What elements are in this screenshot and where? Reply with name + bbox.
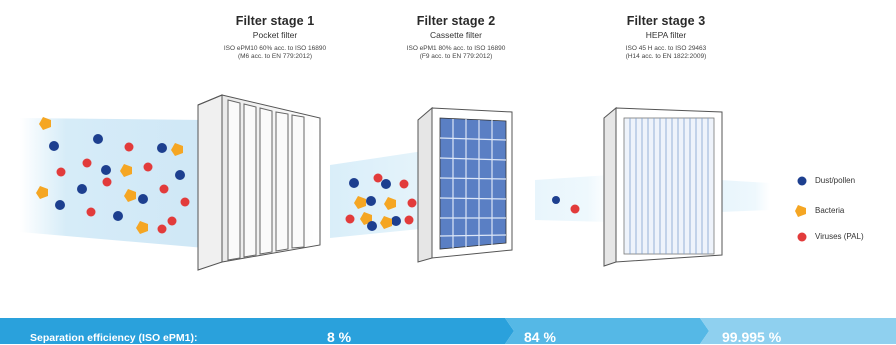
efficiency-stage-3-value: 99.995 %: [722, 329, 782, 345]
efficiency-stage-1-value: 8 %: [327, 329, 352, 345]
dust-particle: [381, 179, 391, 189]
efficiency-label: Separation efficiency (ISO ePM1):: [30, 332, 198, 344]
dust-particle: [49, 141, 59, 151]
stage-1-title: Filter stage 1: [235, 14, 315, 28]
stage-2-spec-line1: ISO ePM1 80% acc. to ISO 16890: [406, 45, 506, 52]
stage-2-header: Filter stage 2 Cassette filter ISO ePM1 …: [386, 14, 526, 61]
stage-2-spec: ISO ePM1 80% acc. to ISO 16890 (F9 acc. t…: [386, 45, 526, 61]
virus-particle: [167, 216, 177, 226]
stage-2-spec-line2: (F9 acc. to EN 779:2012): [419, 53, 493, 60]
bacteria-particle: [36, 186, 48, 199]
virus-particle: [124, 142, 134, 152]
dust-particle: [367, 221, 377, 231]
dust-particle: [113, 211, 123, 221]
virus-particle: [407, 198, 417, 208]
dust-particle: [55, 200, 65, 210]
stage-1-header: Filter stage 1 Pocket filter ISO ePM10 6…: [205, 14, 345, 61]
virus-particle: [82, 158, 92, 168]
virus-particle: [180, 197, 190, 207]
stage-3-spec: ISO 45 H acc. to ISO 29463 (H14 acc. to E…: [596, 45, 736, 61]
dust-particle: [175, 170, 185, 180]
stage-1-spec: ISO ePM10 60% acc. to ISO 16890 (M6 acc. …: [205, 45, 345, 61]
filtration-diagram: [20, 94, 807, 271]
virus-particle: [373, 173, 383, 183]
stage-1-spec-line2: (M6 acc. to EN 779:2012): [237, 53, 313, 60]
virus-particle: [345, 214, 355, 224]
dust-particle: [552, 196, 560, 204]
bacteria-particle: [354, 196, 366, 209]
virus-particle: [399, 179, 409, 189]
dust-particle: [366, 196, 376, 206]
virus-particle: [102, 177, 112, 187]
particles-after-stage-1: [345, 173, 417, 231]
stage-3-title: Filter stage 3: [626, 14, 706, 28]
legend-dust-label: Dust/pollen: [815, 176, 856, 185]
stage-2-title: Filter stage 2: [416, 14, 496, 28]
bacteria-particle: [171, 143, 183, 156]
legend-dust-icon: [797, 176, 807, 186]
legend-virus-icon: [797, 232, 807, 242]
legend-bacteria-label: Bacteria: [815, 206, 845, 215]
bacteria-particle: [380, 216, 392, 229]
legend-bacteria-icon: [795, 205, 806, 217]
dust-particle: [349, 178, 359, 188]
stage-3-subtitle: HEPA filter: [645, 30, 687, 40]
bacteria-particle: [136, 221, 148, 234]
bacteria-particle: [384, 197, 396, 210]
airflow-stream-4: [720, 180, 770, 212]
stage-2-subtitle: Cassette filter: [430, 30, 482, 40]
stage-3-spec-line2: (H14 acc. to EN 1822:2009): [625, 53, 707, 60]
efficiency-bar: Separation efficiency (ISO ePM1): 8 % 84…: [0, 318, 896, 345]
dust-particle: [93, 134, 103, 144]
virus-particle: [157, 224, 167, 234]
dust-particle: [138, 194, 148, 204]
stage-1-subtitle: Pocket filter: [252, 30, 298, 40]
cassette-filter-icon: [417, 106, 513, 263]
airflow-stream-1: [20, 118, 205, 248]
virus-particle: [56, 167, 66, 177]
bacteria-particle: [39, 117, 51, 130]
virus-particle: [143, 162, 153, 172]
particles-after-stage-2: [552, 196, 580, 214]
efficiency-bar-background: [0, 318, 896, 344]
legend-virus-label: Viruses (PAL): [815, 232, 864, 241]
efficiency-stage-2-value: 84 %: [524, 329, 556, 345]
dust-particle: [77, 184, 87, 194]
particles-incoming: [36, 117, 190, 234]
airflow-stream-3: [535, 175, 610, 222]
pocket-filter-icon: [197, 94, 321, 271]
dust-particle: [157, 143, 167, 153]
stage-3-header: Filter stage 3 HEPA filter ISO 45 H acc.…: [596, 14, 736, 61]
airflow-stream-2: [330, 150, 430, 238]
virus-particle: [159, 184, 169, 194]
bacteria-particle: [360, 212, 372, 225]
stage-1-spec-line1: ISO ePM10 60% acc. to ISO 16890: [223, 45, 327, 52]
dust-particle: [101, 165, 111, 175]
bacteria-particle: [124, 189, 136, 202]
stage-3-spec-line1: ISO 45 H acc. to ISO 29463: [625, 45, 707, 52]
virus-particle: [86, 207, 96, 217]
virus-particle: [570, 204, 580, 214]
bacteria-particle: [120, 164, 132, 177]
hepa-filter-icon: [603, 106, 723, 267]
dust-particle: [391, 216, 401, 226]
virus-particle: [404, 215, 414, 225]
